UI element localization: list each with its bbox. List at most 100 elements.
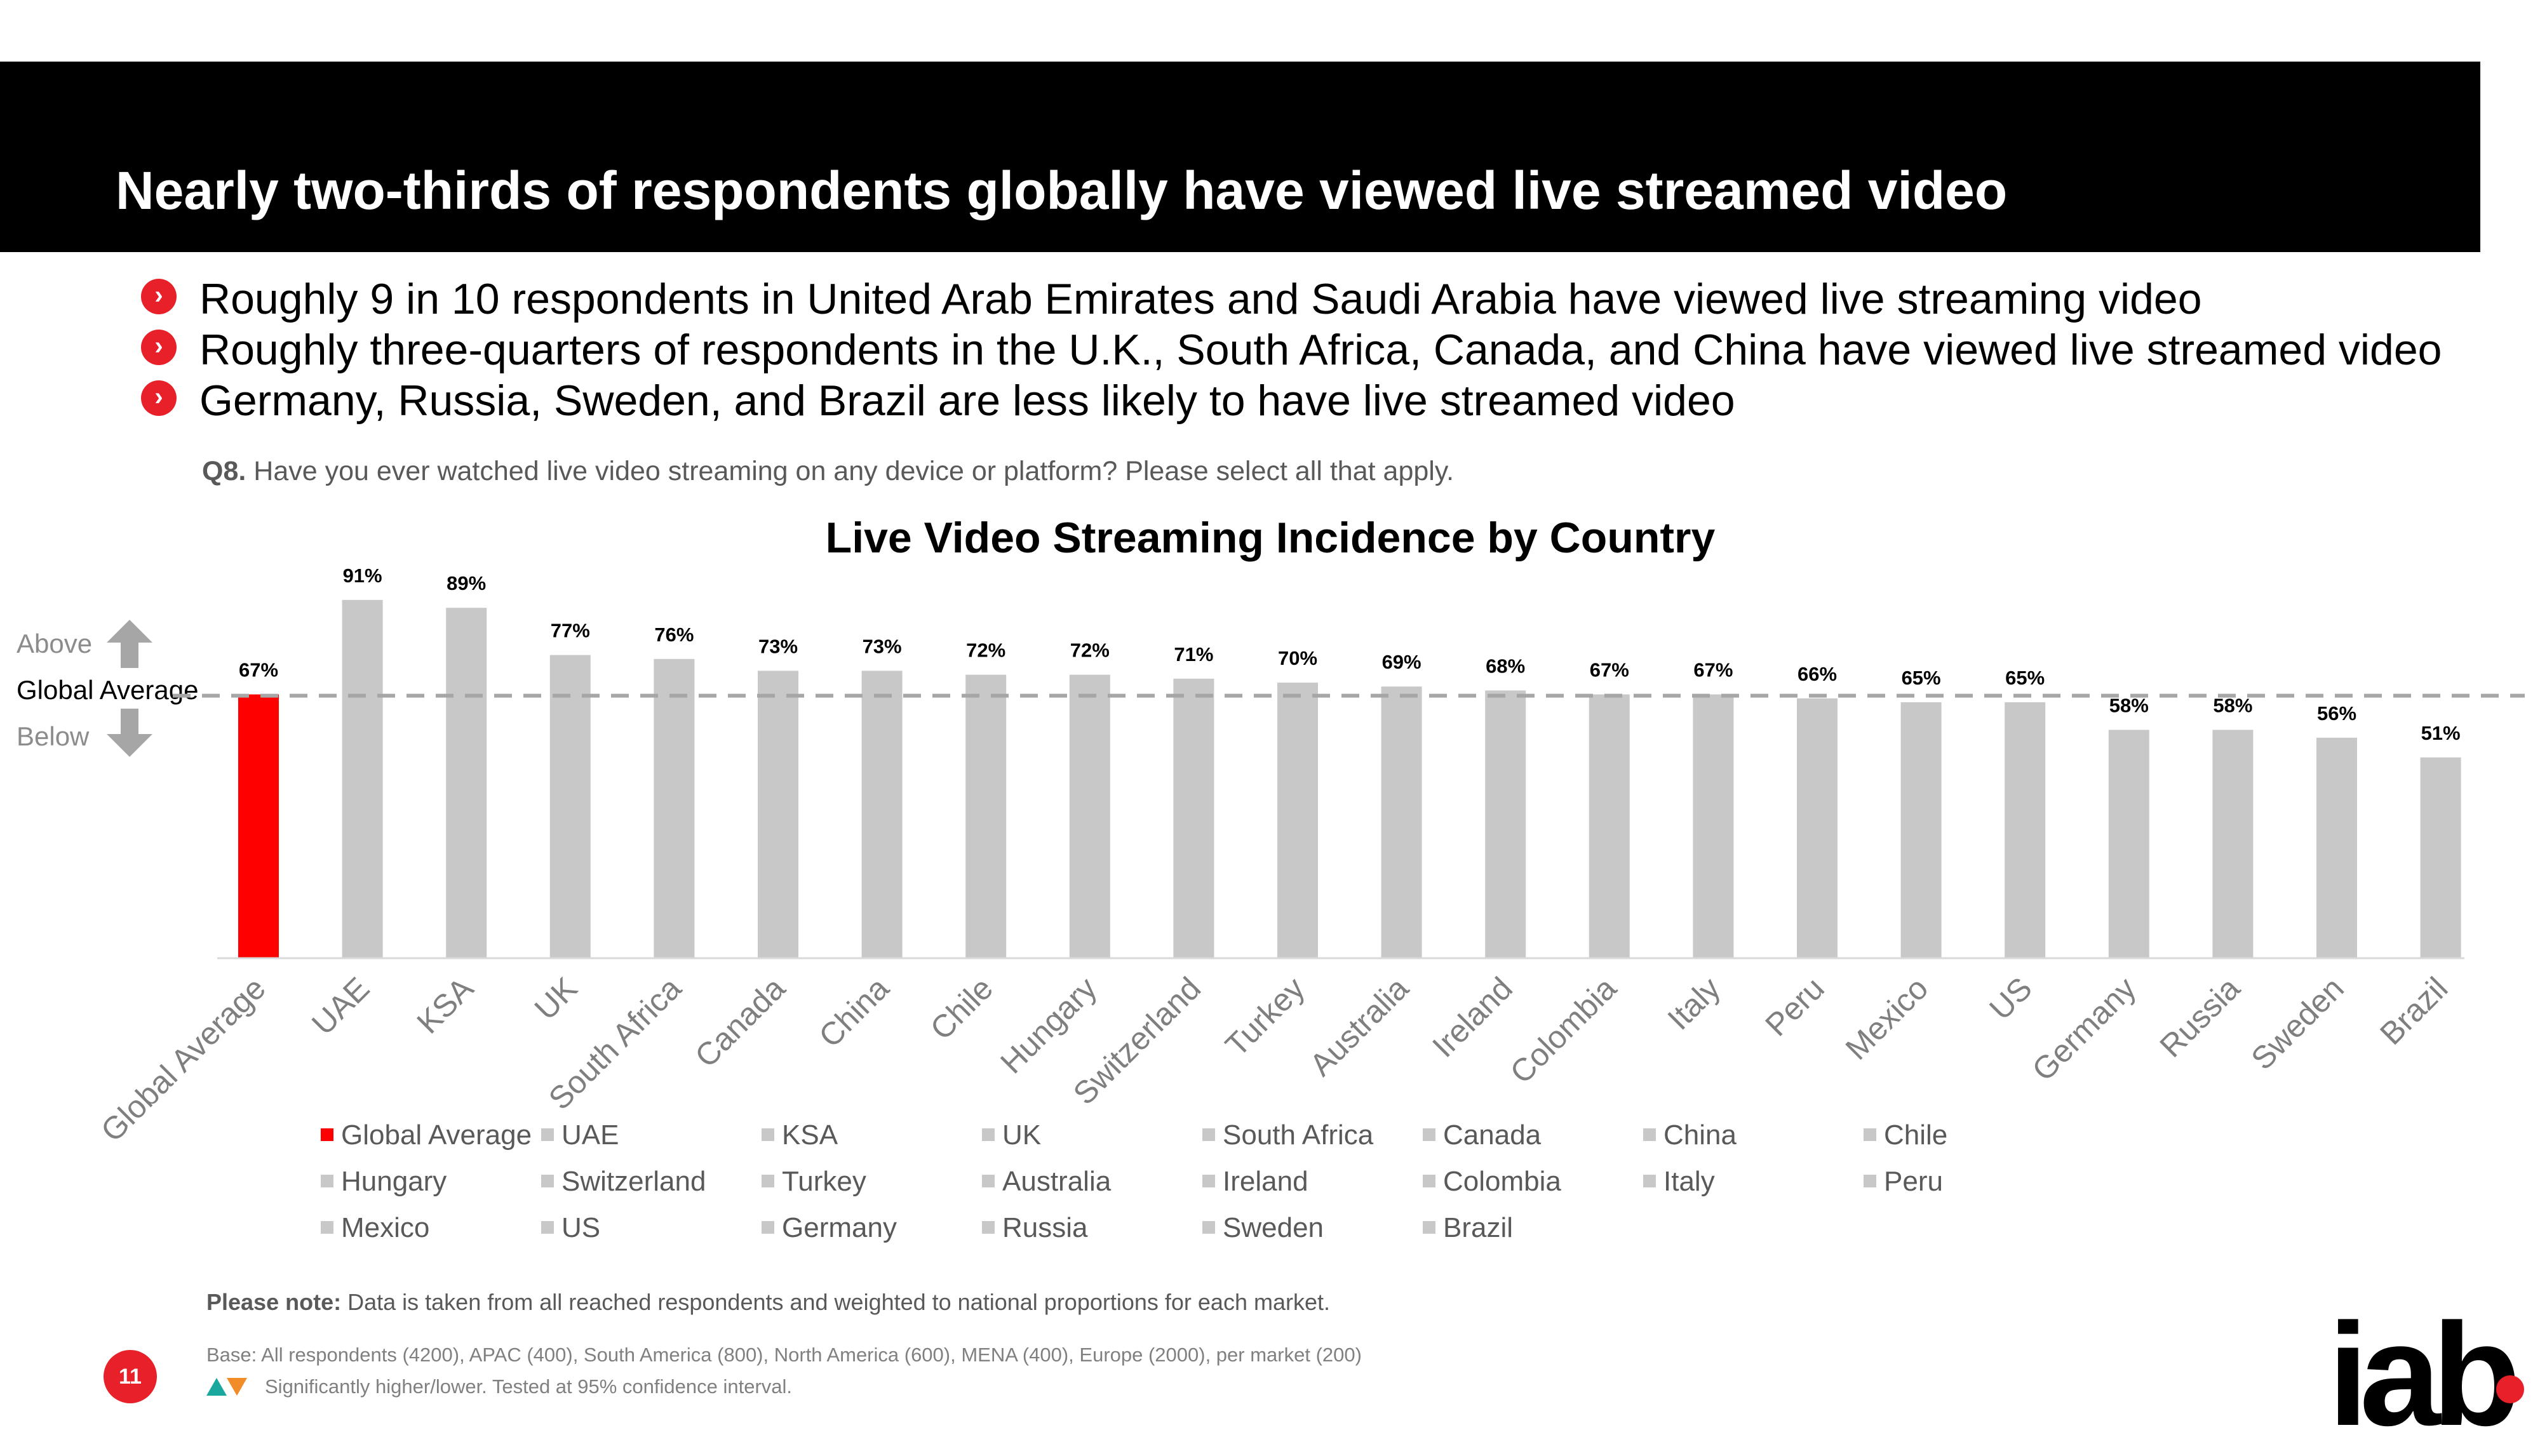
- triangle-up-icon: [206, 1377, 227, 1396]
- legend-item: Switzerland: [541, 1165, 706, 1198]
- x-tick-label: UAE: [305, 970, 376, 1041]
- data-label: 71%: [1174, 643, 1213, 665]
- x-tick-label: UK: [528, 970, 584, 1027]
- legend-item: KSA: [762, 1119, 838, 1152]
- legend-item: Ireland: [1202, 1165, 1308, 1198]
- legend-item: Mexico: [321, 1212, 429, 1245]
- legend-swatch: [762, 1128, 774, 1142]
- legend-swatch: [1643, 1175, 1656, 1188]
- data-label: 67%: [1693, 659, 1733, 681]
- legend-item: Russia: [982, 1212, 1088, 1245]
- bar-switzerland: [1173, 678, 1214, 958]
- legend-swatch: [541, 1128, 554, 1142]
- legend-label: US: [561, 1212, 601, 1243]
- legend-label: China: [1663, 1119, 1737, 1151]
- chart-title: Live Video Streaming Incidence by Countr…: [826, 514, 1716, 562]
- chevron-right-icon: ›: [141, 380, 177, 416]
- legend-label: Ireland: [1223, 1166, 1308, 1197]
- legend-item: Brazil: [1423, 1212, 1513, 1245]
- bar-china: [861, 671, 903, 958]
- legend-label: Australia: [1002, 1166, 1112, 1197]
- legend-item: Italy: [1643, 1165, 1715, 1198]
- significance-text: Significantly higher/lower. Tested at 95…: [265, 1375, 793, 1398]
- bullet-text: Roughly 9 in 10 respondents in United Ar…: [199, 275, 2202, 323]
- data-label: 72%: [1070, 639, 1110, 662]
- iab-logo: iab: [2328, 1293, 2521, 1456]
- title-bar: [0, 62, 2480, 252]
- triangle-down-icon: [227, 1377, 247, 1396]
- data-label: 56%: [2317, 702, 2356, 725]
- above-label: Above: [17, 629, 93, 658]
- x-tick-label: Russia: [2153, 970, 2247, 1064]
- x-tick-label: Mexico: [1839, 970, 1935, 1067]
- arrow-up-icon: [107, 620, 152, 668]
- bar-peru: [1797, 698, 1838, 958]
- data-label: 70%: [1278, 647, 1317, 669]
- bar-colombia: [1589, 694, 1630, 958]
- x-tick-label: Brazil: [2373, 970, 2454, 1052]
- bullet-text: Germany, Russia, Sweden, and Brazil are …: [199, 377, 1735, 425]
- legend-swatch: [1202, 1175, 1215, 1188]
- legend-item: UAE: [541, 1119, 619, 1152]
- bar-ksa: [446, 608, 487, 958]
- bar-hungary: [1069, 674, 1110, 958]
- data-label: 58%: [2109, 694, 2149, 716]
- legend-item: Chile: [1864, 1119, 1947, 1152]
- data-label: 72%: [966, 639, 1005, 662]
- global-average-label: Global Average: [17, 675, 199, 705]
- significance-note: Significantly higher/lower. Tested at 95…: [206, 1375, 792, 1398]
- legend-label: KSA: [782, 1119, 838, 1151]
- legend-label: South Africa: [1223, 1119, 1374, 1151]
- base-note: Base: All respondents (4200), APAC (400)…: [206, 1344, 1362, 1366]
- logo-dot: [2496, 1375, 2524, 1403]
- data-label: 89%: [447, 572, 486, 594]
- bar-ireland: [1485, 690, 1526, 958]
- bar-italy: [1693, 694, 1734, 958]
- bar-brazil: [2420, 757, 2461, 958]
- legend-swatch: [1864, 1128, 1876, 1142]
- please-note: Please note: Data is taken from all reac…: [206, 1289, 1330, 1316]
- page-number: 11: [104, 1350, 157, 1403]
- legend-item: Global Average: [321, 1119, 532, 1152]
- bar-uae: [342, 599, 383, 958]
- data-labels-group: 67% 91% 89% 77% 76% 73% 73% 72% 72% 71% 70% 69% 68% 6…: [239, 564, 2461, 744]
- legend-item: Australia: [982, 1165, 1111, 1198]
- legend-swatch: [321, 1221, 333, 1234]
- bars-group: [238, 599, 2461, 958]
- legend-swatch: [1423, 1128, 1435, 1142]
- legend-label: Peru: [1884, 1166, 1943, 1197]
- legend-swatch: [1423, 1221, 1435, 1234]
- legend-label: Italy: [1663, 1166, 1715, 1197]
- legend-label: Global Average: [341, 1119, 532, 1151]
- page-title: Nearly two-thirds of respondents globall…: [116, 161, 2008, 220]
- legend-label: Colombia: [1443, 1166, 1561, 1197]
- legend-swatch: [762, 1175, 774, 1188]
- x-tick-label: Sweden: [2244, 970, 2350, 1076]
- chevron-right-icon: ›: [141, 279, 177, 314]
- x-tick-label: KSA: [410, 970, 481, 1041]
- legend-item: South Africa: [1202, 1119, 1373, 1152]
- data-label: 69%: [1382, 651, 1421, 673]
- legend-swatch: [541, 1221, 554, 1234]
- bar-germany: [2108, 730, 2149, 958]
- legend-label: Brazil: [1443, 1212, 1514, 1243]
- question-text: Have you ever watched live video streami…: [253, 456, 1455, 486]
- data-label: 91%: [343, 564, 382, 587]
- legend-label: Canada: [1443, 1119, 1542, 1151]
- x-tick-label: Chile: [924, 970, 1000, 1046]
- legend-label: Turkey: [782, 1166, 866, 1197]
- legend-swatch: [762, 1221, 774, 1234]
- legend-label: Switzerland: [561, 1166, 706, 1197]
- legend-swatch: [982, 1221, 995, 1234]
- bar-mexico: [1900, 702, 1942, 958]
- data-label: 67%: [1590, 659, 1629, 681]
- x-tick-label: US: [1982, 970, 2039, 1027]
- legend-label: Mexico: [341, 1212, 430, 1243]
- survey-question: Q8. Have you ever watched live video str…: [202, 456, 1454, 487]
- legend-item: Canada: [1423, 1119, 1541, 1152]
- arrow-down-icon: [107, 709, 152, 757]
- legend-swatch: [982, 1175, 995, 1188]
- legend-label: UAE: [561, 1119, 619, 1151]
- x-tick-label: Australia: [1303, 970, 1415, 1083]
